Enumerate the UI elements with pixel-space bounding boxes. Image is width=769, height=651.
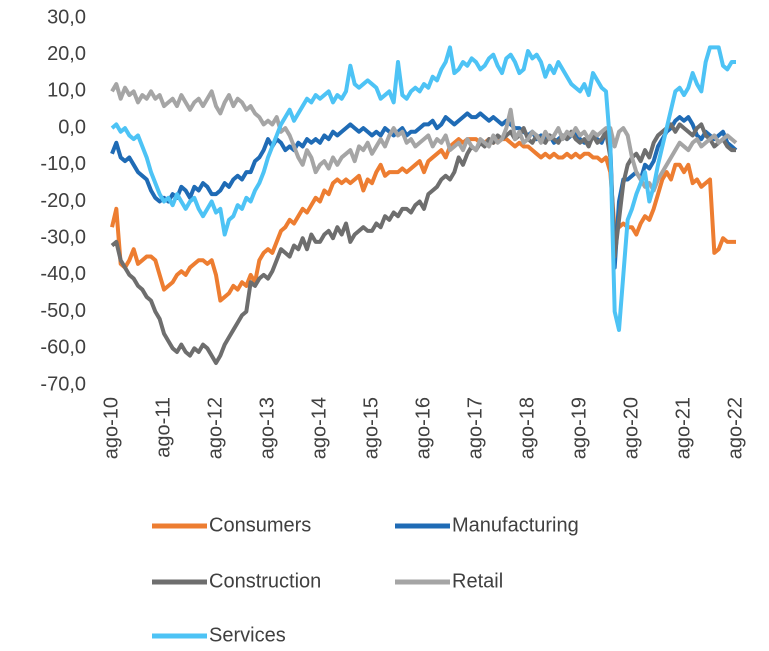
x-tick-label: ago-21 [672, 397, 694, 459]
x-tick-label: ago-14 [308, 397, 330, 459]
series-line [110, 82, 738, 193]
legend-label: Manufacturing [452, 514, 579, 536]
x-tick-label: ago-17 [464, 397, 486, 459]
x-tick-label: ago-16 [412, 397, 434, 459]
y-tick-label: 10,0 [47, 80, 86, 102]
y-tick-label: -20,0 [40, 190, 86, 212]
series-line [110, 137, 736, 303]
y-tick-label: 20,0 [47, 43, 86, 65]
x-tick-label: ago-15 [360, 397, 382, 459]
y-tick-label: -60,0 [40, 337, 86, 359]
y-tick-label: -40,0 [40, 263, 86, 285]
legend-label: Construction [209, 570, 321, 592]
y-tick-label: -50,0 [40, 300, 86, 322]
legend-label: Consumers [209, 514, 311, 536]
legend-label: Retail [452, 570, 503, 592]
series-line [110, 45, 736, 332]
x-tick-label: ago-11 [152, 397, 174, 458]
x-tick-label: ago-10 [100, 397, 122, 459]
x-tick-label: ago-22 [724, 397, 746, 459]
y-tick-label: 0,0 [58, 116, 86, 138]
series-line [110, 122, 736, 365]
x-tick-label: ago-12 [204, 397, 226, 459]
x-tick-label: ago-20 [620, 397, 642, 459]
y-tick-label: 30,0 [47, 6, 86, 28]
x-tick-label: ago-18 [516, 397, 538, 459]
y-tick-label: -70,0 [40, 373, 86, 395]
y-tick-label: -10,0 [40, 153, 86, 175]
y-tick-label: -30,0 [40, 226, 86, 248]
series-line [110, 111, 738, 270]
x-tick-label: ago-13 [256, 397, 278, 459]
x-tick-label: ago-19 [568, 397, 590, 459]
legend-label: Services [209, 624, 286, 646]
